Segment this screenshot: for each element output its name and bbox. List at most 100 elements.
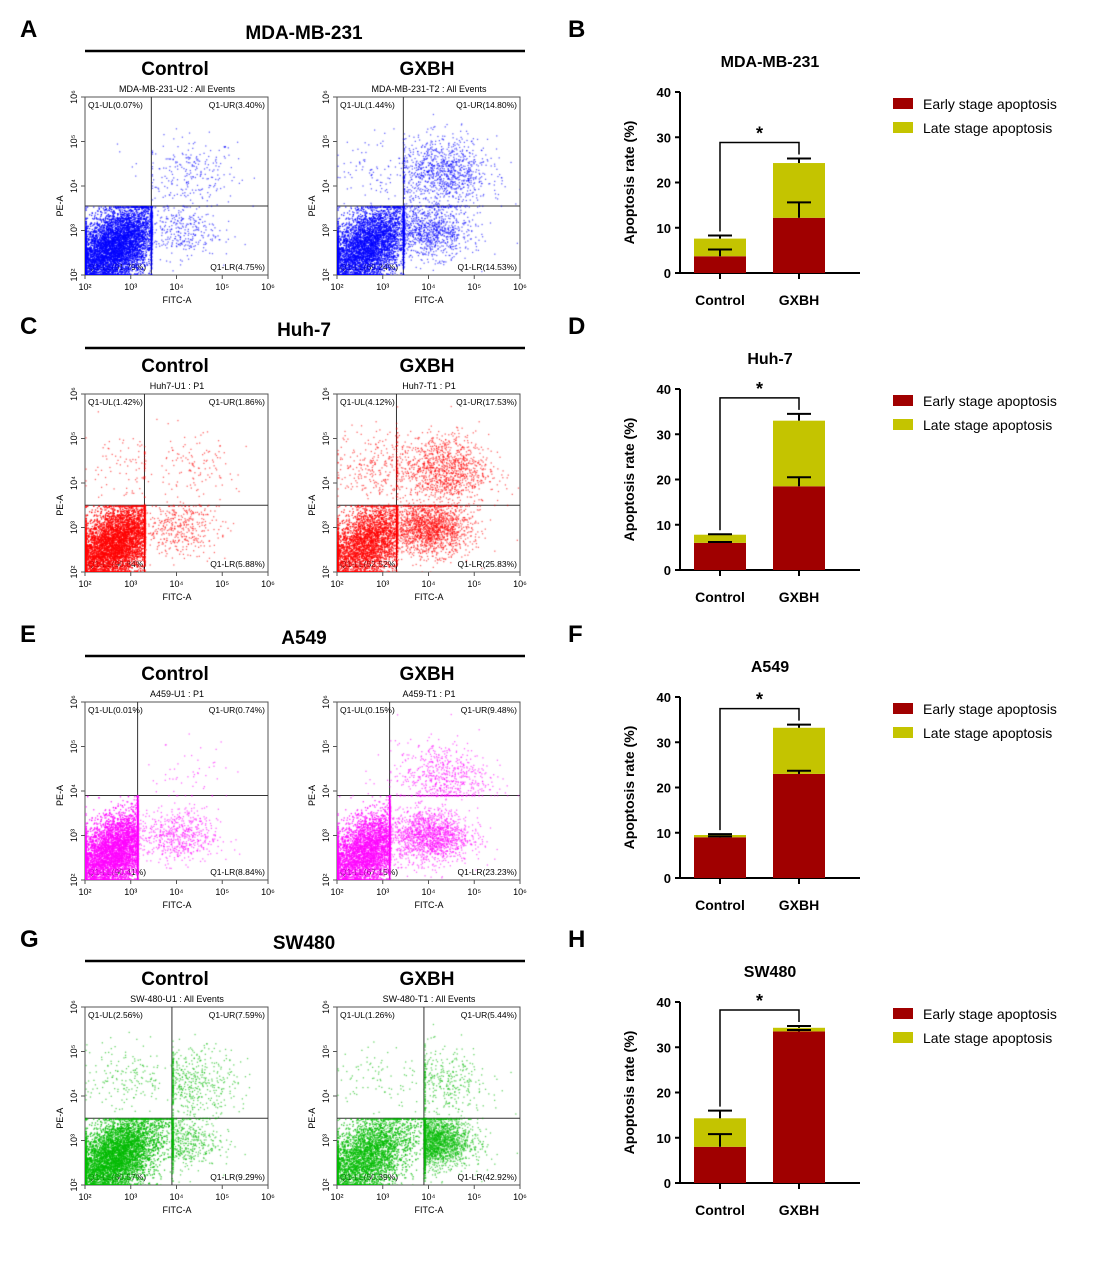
- x-axis-label: FITC-A: [415, 592, 444, 602]
- x-tick-label: 10⁴: [422, 282, 436, 292]
- y-tick-label: 10⁵: [321, 431, 331, 445]
- y-tick-label: 20: [657, 781, 671, 796]
- x-tick-label: 10²: [330, 282, 343, 292]
- y-tick-label: 20: [657, 1086, 671, 1101]
- significance-star: *: [756, 379, 763, 399]
- y-tick-label: 10⁴: [69, 784, 79, 798]
- y-tick-label: 10⁶: [69, 695, 79, 709]
- x-tick-label: 10³: [376, 1192, 389, 1202]
- bar-late-gxbh: [773, 727, 825, 774]
- legend-swatch-early: [893, 98, 913, 109]
- x-tick-label: Control: [695, 1202, 745, 1218]
- x-tick-label: 10²: [78, 282, 91, 292]
- legend-swatch-early: [893, 703, 913, 714]
- y-tick-label: 10³: [69, 1134, 79, 1147]
- panel-letter: D: [568, 313, 585, 340]
- y-tick-label: 10⁵: [69, 134, 79, 148]
- x-tick-label: 10⁴: [422, 1192, 436, 1202]
- y-tick-label: 40: [657, 382, 671, 397]
- group-label: Control: [141, 59, 209, 80]
- x-tick-label: 10⁴: [170, 579, 184, 589]
- significance-bracket: [719, 707, 800, 831]
- bar-early-gxbh: [773, 217, 825, 273]
- y-tick-label: 40: [657, 690, 671, 705]
- y-tick-label: 10⁶: [69, 1000, 79, 1014]
- y-tick-label: 10⁶: [69, 387, 79, 401]
- y-tick-label: 30: [657, 735, 671, 750]
- x-tick-label: 10⁴: [422, 579, 436, 589]
- x-tick-label: 10²: [78, 1192, 91, 1202]
- y-tick-label: 10²: [69, 1178, 79, 1191]
- y-tick-label: 10²: [69, 565, 79, 578]
- panel-letter: E: [20, 621, 36, 648]
- y-tick-label: 10²: [321, 565, 331, 578]
- significance-star: *: [756, 690, 763, 710]
- x-tick-label: 10²: [330, 1192, 343, 1202]
- event-cloud: [337, 97, 520, 275]
- y-tick-label: 40: [657, 995, 671, 1010]
- y-tick-label: 10⁵: [69, 431, 79, 445]
- event-cloud: [85, 394, 268, 572]
- significance-star: *: [756, 991, 763, 1011]
- legend-label-late: Late stage apoptosis: [923, 725, 1052, 741]
- legend-label-late: Late stage apoptosis: [923, 1030, 1052, 1046]
- x-tick-label: 10⁴: [170, 282, 184, 292]
- x-tick-label: Control: [695, 292, 745, 308]
- x-tick-label: 10³: [124, 579, 137, 589]
- legend-label-late: Late stage apoptosis: [923, 417, 1052, 433]
- legend-swatch-late: [893, 1032, 913, 1043]
- bar-early-control: [694, 837, 746, 878]
- group-label: Control: [141, 664, 209, 685]
- bar-late-control: [694, 534, 746, 543]
- group-label: GXBH: [400, 59, 455, 80]
- y-tick-label: 10⁴: [321, 784, 331, 798]
- x-tick-label: 10⁵: [467, 1192, 481, 1202]
- y-axis-label: PE-A: [55, 196, 65, 217]
- x-tick-label: 10⁴: [422, 887, 436, 897]
- y-tick-label: 10⁴: [321, 179, 331, 193]
- bar-early-control: [694, 542, 746, 570]
- x-axis-label: FITC-A: [163, 592, 192, 602]
- bar-early-control: [694, 256, 746, 273]
- y-axis-label: Apoptosis rate (%): [621, 726, 637, 850]
- bar-early-gxbh: [773, 486, 825, 570]
- y-tick-label: 10²: [321, 873, 331, 886]
- sample-title: MDA-MB-231-U2 : All Events: [119, 84, 236, 94]
- x-tick-label: GXBH: [779, 589, 819, 605]
- y-tick-label: 10³: [69, 829, 79, 842]
- x-tick-label: 10⁵: [215, 282, 229, 292]
- x-axis-label: FITC-A: [163, 1205, 192, 1215]
- bar-early-gxbh: [773, 1031, 825, 1183]
- x-tick-label: 10²: [330, 579, 343, 589]
- legend-label-early: Early stage apoptosis: [923, 1006, 1057, 1022]
- x-tick-label: Control: [695, 589, 745, 605]
- significance-bracket: [719, 397, 800, 531]
- event-cloud: [337, 394, 520, 572]
- legend-swatch-early: [893, 1008, 913, 1019]
- bar-early-gxbh: [773, 773, 825, 878]
- flow-title: SW480: [273, 933, 335, 954]
- y-tick-label: 10³: [321, 1134, 331, 1147]
- y-tick-label: 0: [664, 1176, 671, 1191]
- group-label: GXBH: [400, 356, 455, 377]
- y-tick-label: 20: [657, 176, 671, 191]
- panel-row-mda-mb-231: A B MDA-MB-231 Control MDA-MB-231-U2 : All E…: [0, 15, 1108, 323]
- flow-title: MDA-MB-231: [245, 23, 363, 44]
- y-axis-label: PE-A: [307, 495, 317, 516]
- x-tick-label: 10⁶: [261, 282, 275, 292]
- sample-title: A459-U1 : P1: [150, 689, 204, 699]
- sample-title: Huh7-T1 : P1: [402, 381, 456, 391]
- x-tick-label: 10⁴: [170, 887, 184, 897]
- x-tick-label: 10⁵: [467, 887, 481, 897]
- legend-label-early: Early stage apoptosis: [923, 393, 1057, 409]
- legend-swatch-early: [893, 395, 913, 406]
- flow-title: A549: [281, 628, 326, 649]
- x-tick-label: 10³: [376, 282, 389, 292]
- x-tick-label: 10⁶: [261, 1192, 275, 1202]
- bar-title: MDA-MB-231: [721, 54, 820, 71]
- x-tick-label: GXBH: [779, 292, 819, 308]
- y-tick-label: 10⁴: [321, 1089, 331, 1103]
- y-tick-label: 0: [664, 266, 671, 281]
